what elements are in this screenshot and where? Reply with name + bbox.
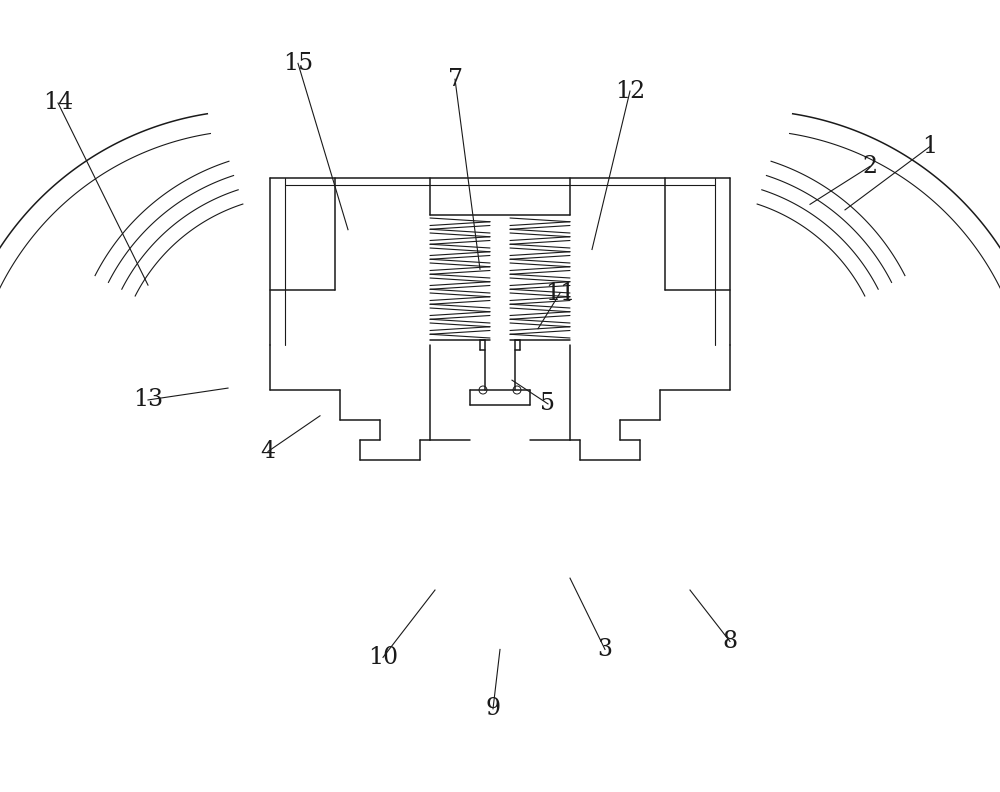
Text: 10: 10 <box>368 645 398 669</box>
Text: 8: 8 <box>722 630 738 653</box>
Text: 5: 5 <box>540 392 556 416</box>
Text: 12: 12 <box>615 79 645 103</box>
Text: 9: 9 <box>485 697 501 721</box>
Text: 11: 11 <box>545 281 575 305</box>
Text: 14: 14 <box>43 91 73 115</box>
Text: 13: 13 <box>133 388 163 412</box>
Text: 4: 4 <box>260 440 276 463</box>
Text: 3: 3 <box>598 638 612 661</box>
Text: 7: 7 <box>448 67 462 91</box>
Text: 15: 15 <box>283 51 313 75</box>
Text: 1: 1 <box>922 135 938 158</box>
Text: 2: 2 <box>862 154 878 178</box>
